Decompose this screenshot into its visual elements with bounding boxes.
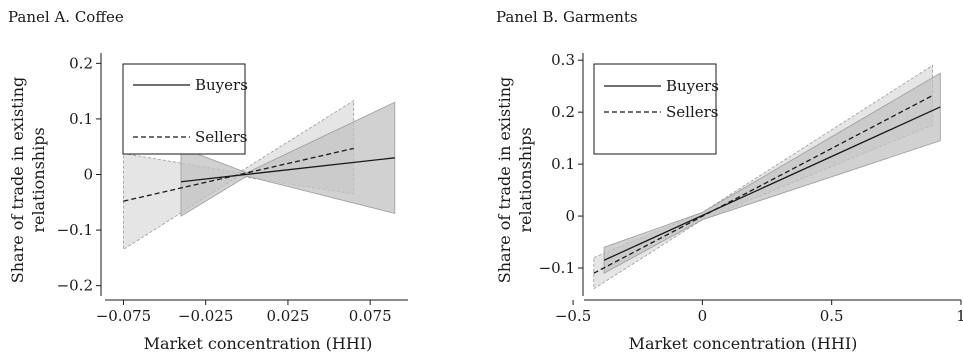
legend: Buyers Sellers	[122, 63, 248, 155]
y-tick-label: 0.2	[69, 54, 93, 72]
legend-sellers-label: Sellers	[195, 128, 248, 146]
y-axis-label: Share of trade in existing relationships	[8, 77, 48, 283]
x-tick-label: −0.075	[96, 307, 152, 325]
legend-buyers-label: Buyers	[195, 76, 248, 94]
x-tick-label: 1	[956, 307, 963, 325]
series-lines	[123, 147, 395, 202]
x-tick-label: 0.5	[820, 307, 844, 325]
panel-garments: Panel B. Garments −0.5 0 0.5 1 −0.1 0 0.1 0.2 0…	[495, 8, 963, 353]
x-tick-label: −0.5	[555, 307, 591, 325]
series-line-buyers	[180, 157, 395, 183]
y-axis-label: Share of trade in existing relationships	[495, 77, 535, 283]
x-ticks: −0.5 0 0.5 1	[555, 300, 963, 325]
y-axis-label-line-1: Share of trade in existing	[495, 77, 514, 283]
y-tick-label: −0.2	[57, 277, 93, 295]
y-tick-label: 0.3	[551, 51, 575, 69]
y-tick-label: −0.1	[539, 259, 575, 277]
x-tick-label: 0.075	[349, 307, 392, 325]
y-axis-label-line-2: relationships	[516, 127, 535, 232]
axes	[582, 53, 961, 301]
y-tick-label: 0	[565, 207, 575, 225]
y-tick-label: 0.1	[551, 155, 575, 173]
panel-title: Panel B. Garments	[496, 8, 638, 26]
y-tick-label: 0	[83, 166, 93, 184]
panel-coffee: Panel A. Coffee −0.075 −0.025 0.025 0.075 −…	[8, 8, 408, 353]
ci-band-buyers	[180, 101, 396, 217]
y-tick-label: 0.1	[69, 110, 93, 128]
legend-box	[122, 63, 246, 155]
y-ticks: −0.1 0 0.1 0.2 0.3	[539, 51, 583, 277]
legend: Buyers Sellers	[593, 63, 719, 155]
series-line-sellers	[123, 147, 354, 202]
x-tick-label: −0.025	[178, 307, 234, 325]
legend-buyers-label: Buyers	[666, 77, 719, 95]
y-axis-label-line-2: relationships	[29, 127, 48, 232]
y-ticks: −0.2 −0.1 0 0.1 0.2	[57, 54, 101, 295]
y-tick-label: 0.2	[551, 103, 575, 121]
series-line-buyers	[603, 106, 941, 261]
x-axis-label: Market concentration (HHI)	[144, 334, 373, 353]
y-tick-label: −0.1	[57, 221, 93, 239]
legend-box	[593, 63, 717, 155]
panel-title: Panel A. Coffee	[8, 8, 124, 26]
legend-sellers-label: Sellers	[666, 103, 719, 121]
x-axis-label: Market concentration (HHI)	[629, 334, 858, 353]
x-tick-label: 0.025	[266, 307, 309, 325]
y-axis-label-line-1: Share of trade in existing	[8, 77, 27, 283]
x-ticks: −0.075 −0.025 0.025 0.075	[96, 300, 392, 325]
x-tick-label: 0	[698, 307, 708, 325]
series-lines	[593, 94, 941, 274]
